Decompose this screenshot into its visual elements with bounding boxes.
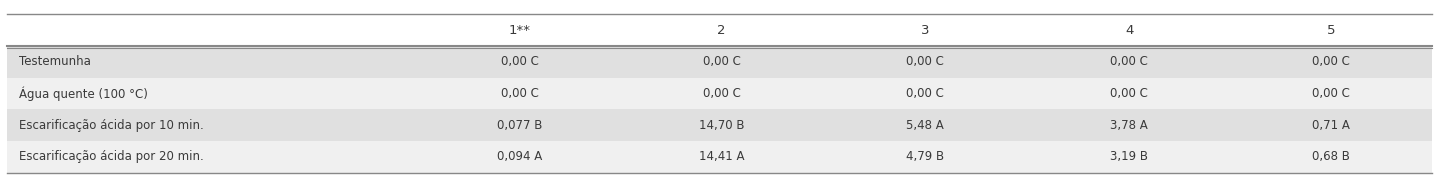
Text: 0,68 B: 0,68 B <box>1312 150 1350 163</box>
Text: 2: 2 <box>718 24 725 37</box>
Text: 0,00 C: 0,00 C <box>501 87 540 100</box>
Text: 0,00 C: 0,00 C <box>702 55 741 68</box>
Text: 5,48 A: 5,48 A <box>907 119 944 132</box>
Text: 0,094 A: 0,094 A <box>498 150 543 163</box>
Text: 0,00 C: 0,00 C <box>1312 55 1350 68</box>
Text: 0,077 B: 0,077 B <box>498 119 543 132</box>
Text: 0,00 C: 0,00 C <box>907 87 944 100</box>
Text: 1**: 1** <box>509 24 531 37</box>
Text: 0,00 C: 0,00 C <box>1109 87 1148 100</box>
Text: 3: 3 <box>921 24 930 37</box>
Bar <box>7 78 1432 109</box>
Text: 0,00 C: 0,00 C <box>1109 55 1148 68</box>
Text: Água quente (100 °C): Água quente (100 °C) <box>19 86 148 101</box>
Text: 0,00 C: 0,00 C <box>501 55 540 68</box>
Text: 14,41 A: 14,41 A <box>699 150 744 163</box>
Text: 5: 5 <box>1327 24 1335 37</box>
Bar <box>7 141 1432 173</box>
Text: 0,00 C: 0,00 C <box>702 87 741 100</box>
Text: 3,19 B: 3,19 B <box>1109 150 1148 163</box>
Text: 0,00 C: 0,00 C <box>907 55 944 68</box>
Bar <box>7 14 1432 46</box>
Text: 4,79 B: 4,79 B <box>907 150 944 163</box>
Text: 14,70 B: 14,70 B <box>699 119 744 132</box>
Bar <box>7 109 1432 141</box>
Text: 0,00 C: 0,00 C <box>1312 87 1350 100</box>
Bar <box>7 46 1432 78</box>
Text: 4: 4 <box>1125 24 1134 37</box>
Text: Testemunha: Testemunha <box>19 55 91 68</box>
Text: 0,71 A: 0,71 A <box>1312 119 1350 132</box>
Text: 3,78 A: 3,78 A <box>1111 119 1148 132</box>
Text: Escarificação ácida por 20 min.: Escarificação ácida por 20 min. <box>19 150 203 163</box>
Text: Escarificação ácida por 10 min.: Escarificação ácida por 10 min. <box>19 119 203 132</box>
